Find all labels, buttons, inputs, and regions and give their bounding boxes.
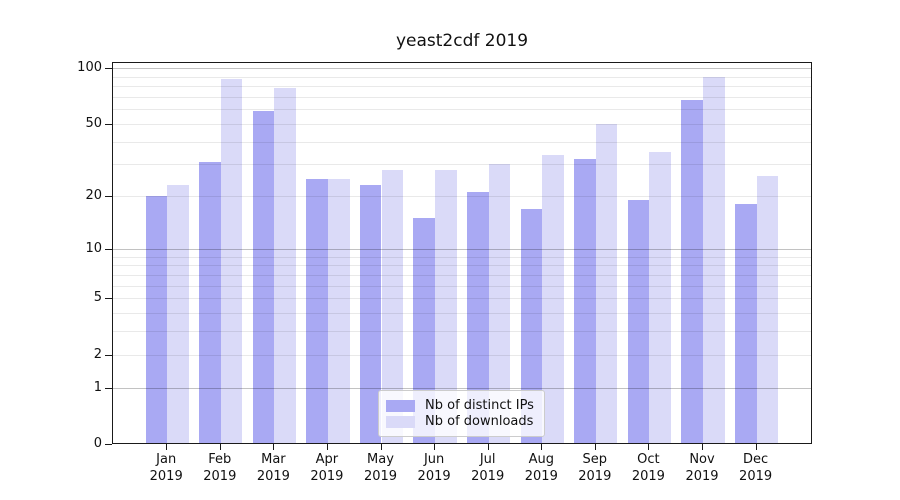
x-tick-mark [755,444,757,450]
y-tick-mark [105,123,112,125]
bar-downloads-may [381,169,404,443]
x-tick-label-apr: Apr 2019 [310,452,344,484]
bar-downloads-apr [327,178,350,443]
x-tick-mark [487,444,489,450]
gridline-9 [113,256,811,258]
gridline-30 [113,164,811,166]
bar-distinct-ips-jan [145,196,168,443]
y-tick-label-5: 5 [93,290,102,306]
bar-downloads-aug [542,154,564,443]
x-tick-mark [648,444,650,450]
bar-downloads-oct [649,152,672,443]
gridline-8 [113,265,811,267]
x-tick-label-dec: Dec 2019 [739,452,773,484]
y-tick-mark [105,68,112,70]
plot-area [112,62,812,444]
bar-downloads-jan [167,185,189,443]
x-tick-label-oct: Oct 2019 [631,452,665,484]
gridline-1 [113,387,811,389]
x-tick-label-mar: Mar 2019 [256,452,290,484]
bar-distinct-ips-nov [681,100,703,443]
bar-distinct-ips-aug [520,208,543,443]
legend-label-distinct-ips: Nb of distinct IPs [425,398,534,413]
gridline-10 [113,248,811,250]
y-tick-label-0: 0 [93,436,102,451]
x-tick-mark [594,444,596,450]
x-tick-label-aug: Aug 2019 [524,452,558,484]
legend-swatch-downloads-icon [386,415,415,428]
x-tick-mark [541,444,543,450]
y-tick-label-2: 2 [93,346,102,362]
gridline-90 [113,76,811,78]
y-tick-label-20: 20 [85,188,102,204]
y-tick-mark [105,298,112,300]
legend-item-distinct-ips: Nb of distinct IPs [386,398,534,413]
gridline-60 [113,109,811,111]
gridline-7 [113,274,811,276]
bar-distinct-ips-jun [413,218,436,443]
x-tick-mark [273,444,275,450]
y-tick-label-1: 1 [93,379,102,395]
gridline-20 [113,196,811,198]
bar-distinct-ips-may [359,185,382,443]
y-tick-mark [105,196,112,198]
bar-downloads-mar [274,88,297,443]
x-tick-label-jul: Jul 2019 [471,452,505,484]
x-tick-label-feb: Feb 2019 [203,452,237,484]
bar-distinct-ips-feb [199,161,221,443]
x-tick-mark [380,444,382,450]
bar-downloads-dec [756,175,779,443]
bar-distinct-ips-apr [306,178,328,443]
x-tick-label-jan: Jan 2019 [149,452,183,484]
gridline-70 [113,96,811,98]
gridline-6 [113,285,811,287]
x-tick-mark [326,444,328,450]
gridline-100 [113,68,811,70]
x-tick-mark [434,444,436,450]
x-tick-mark [166,444,168,450]
gridline-80 [113,86,811,88]
x-tick-mark [219,444,221,450]
y-tick-mark [105,444,112,445]
bar-downloads-sep [595,123,618,443]
bar-distinct-ips-dec [734,204,757,443]
y-tick-label-50: 50 [85,115,102,131]
legend: Nb of distinct IPs Nb of downloads [378,390,545,437]
bar-downloads-jun [435,169,457,443]
y-tick-mark [105,248,112,250]
x-tick-mark [702,444,703,450]
y-tick-label-100: 100 [77,60,102,76]
bar-distinct-ips-jul [467,192,489,443]
gridline-5 [113,298,811,300]
legend-label-downloads: Nb of downloads [425,414,534,429]
chart-title: yeast2cdf 2019 [395,31,529,51]
y-tick-mark [105,387,112,389]
legend-item-downloads: Nb of downloads [386,414,534,429]
bar-distinct-ips-oct [627,200,650,443]
bar-downloads-feb [220,78,243,443]
x-tick-label-nov: Nov 2019 [685,452,719,484]
gridline-40 [113,141,811,143]
gridline-4 [113,312,811,314]
x-tick-label-jun: Jun 2019 [417,452,451,484]
x-tick-label-sep: Sep 2019 [578,452,612,484]
legend-swatch-distinct-ips-icon [386,399,415,412]
bar-downloads-jul [488,164,511,443]
gridline-50 [113,123,811,125]
bar-distinct-ips-mar [252,110,275,443]
gridline-2 [113,354,811,356]
y-tick-mark [105,354,112,356]
gridline-3 [113,331,811,333]
y-tick-label-10: 10 [85,240,102,256]
bar-downloads-nov [703,76,725,443]
x-tick-label-may: May 2019 [363,452,398,484]
bar-distinct-ips-sep [574,159,596,443]
